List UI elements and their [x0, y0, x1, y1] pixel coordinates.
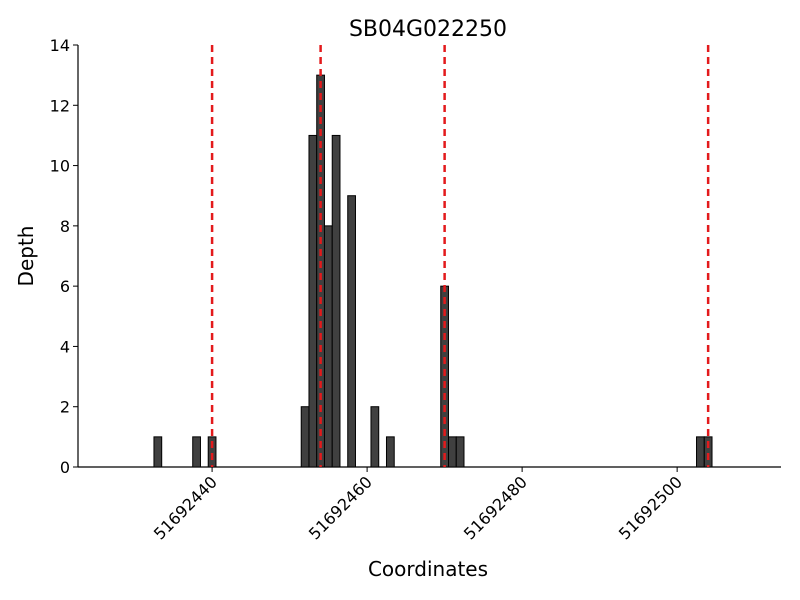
y-tick-label: 4 — [60, 337, 70, 356]
bar — [347, 195, 356, 468]
y-tick-label: 14 — [50, 36, 70, 55]
y-tick-label: 2 — [60, 398, 70, 417]
bar — [385, 436, 395, 468]
y-tick-label: 12 — [50, 96, 70, 115]
x-tick-label: 51692480 — [460, 472, 531, 543]
x-axis-label: Coordinates — [368, 557, 488, 581]
bar — [323, 225, 333, 468]
y-tick-label: 0 — [60, 458, 70, 477]
chart-title: SB04G022250 — [349, 17, 507, 42]
bar — [696, 436, 705, 468]
bar — [300, 406, 310, 468]
x-tick-label: 51692460 — [305, 472, 376, 543]
x-tick-label: 51692500 — [615, 472, 686, 543]
bar — [308, 134, 318, 468]
bar — [455, 436, 465, 468]
y-tick-label: 8 — [60, 217, 70, 236]
y-tick-label: 6 — [60, 277, 70, 296]
bar — [447, 436, 457, 468]
bar — [153, 436, 163, 468]
y-tick-label: 10 — [50, 157, 70, 176]
x-tick-label: 51692440 — [150, 472, 221, 543]
y-axis-label: Depth — [14, 226, 38, 287]
bar — [370, 406, 380, 468]
bar — [192, 436, 201, 468]
bar — [331, 134, 341, 468]
